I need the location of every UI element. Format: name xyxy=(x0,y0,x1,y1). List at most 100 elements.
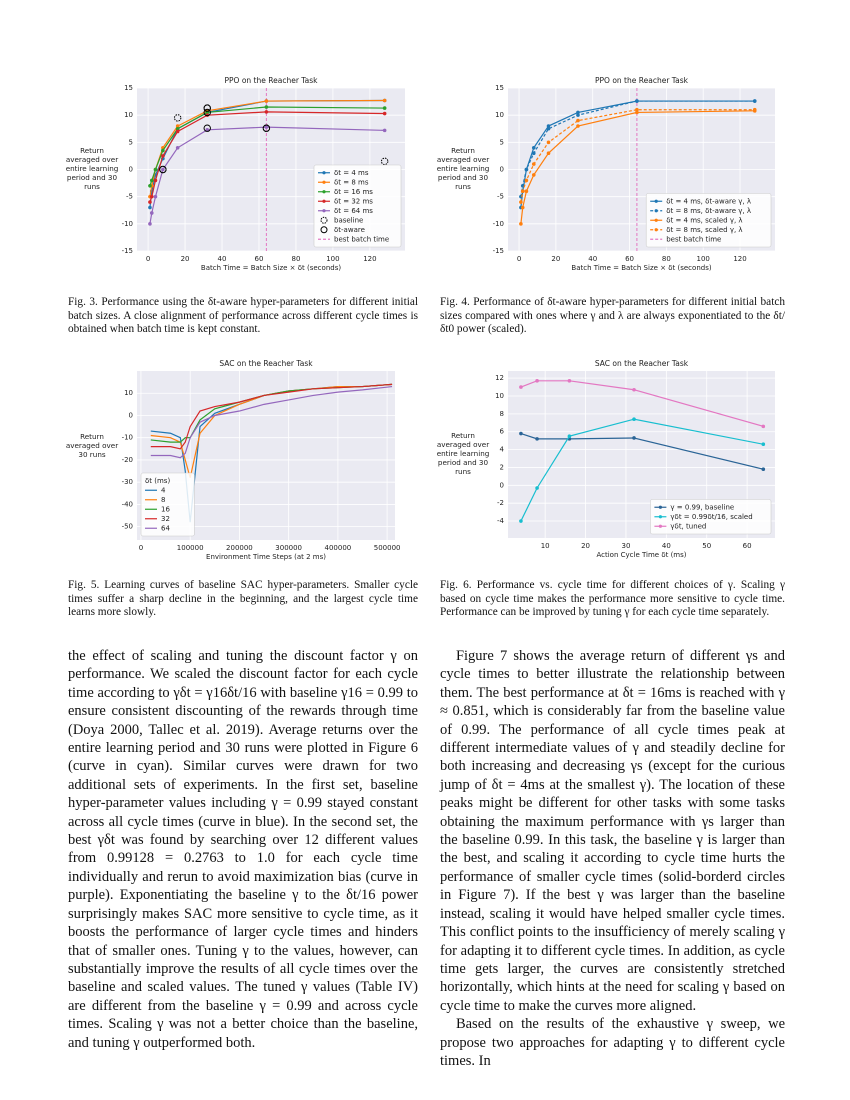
y-tick-label: 15 xyxy=(124,84,133,92)
data-point xyxy=(567,434,572,438)
legend-label: δt-aware xyxy=(334,226,365,234)
data-point xyxy=(382,106,387,110)
legend-box xyxy=(313,164,402,248)
x-tick-label: 80 xyxy=(662,255,671,263)
legend-swatch xyxy=(322,180,326,184)
data-point xyxy=(519,431,523,436)
series-line xyxy=(520,109,755,203)
highlight-point xyxy=(203,104,211,112)
highlight-point xyxy=(203,108,211,117)
caption: Fig. 5. Learning curves of baseline SAC … xyxy=(68,579,418,619)
x-tick-label: 30 xyxy=(621,542,630,550)
x-tick-label: 50 xyxy=(702,542,711,550)
data-point xyxy=(148,200,152,204)
x-tick-label: 80 xyxy=(291,255,300,263)
data-point xyxy=(382,111,387,116)
data-point xyxy=(635,110,639,115)
y-tick-label: 5 xyxy=(500,138,504,146)
y-tick-label: 4 xyxy=(500,446,505,454)
legend-label: 16 xyxy=(161,505,170,513)
data-point xyxy=(752,107,757,112)
data-point xyxy=(148,222,152,226)
legend-swatch xyxy=(322,199,326,203)
legend-label: 64 xyxy=(161,524,170,532)
data-point xyxy=(520,189,525,194)
legend-swatch xyxy=(654,199,658,203)
y-tick-label: -10 xyxy=(493,220,504,228)
legend-label: δt = 8 ms, scaled γ, λ xyxy=(666,226,742,234)
legend-label: 8 xyxy=(161,496,165,504)
y-tick-label: -4 xyxy=(497,517,505,525)
x-tick-label: 20 xyxy=(181,255,190,263)
data-point xyxy=(635,107,639,112)
chart-title: SAC on the Reacher Task xyxy=(219,359,313,368)
data-point xyxy=(153,194,158,199)
legend-swatch xyxy=(658,515,663,519)
legend-label: δt = 4 ms, δt-aware γ, λ xyxy=(666,197,751,205)
x-tick-label: 120 xyxy=(363,255,376,263)
x-tick-label: 60 xyxy=(743,542,752,550)
series-line xyxy=(149,111,385,203)
highlight-point xyxy=(262,124,271,132)
data-point xyxy=(175,124,180,128)
y-tick-label: -2 xyxy=(497,499,504,507)
legend-swatch xyxy=(654,228,658,232)
text-column: the effect of scaling and tuning the dis… xyxy=(68,647,418,1052)
y-tick-label: 2 xyxy=(500,463,504,471)
x-tick-label: 40 xyxy=(588,255,597,263)
data-point xyxy=(149,211,154,215)
y-tick-label: -5 xyxy=(497,193,504,201)
data-point xyxy=(264,125,269,129)
x-tick-label: 100 xyxy=(696,255,709,263)
data-point xyxy=(148,205,152,210)
data-point xyxy=(576,113,580,117)
legend-swatch xyxy=(322,190,326,194)
text-column: Figure 7 shows the average return of dif… xyxy=(440,647,785,1070)
data-point xyxy=(632,436,636,440)
y-tick-label: 15 xyxy=(495,84,504,92)
y-tick-label: 10 xyxy=(495,392,504,400)
legend-label: 32 xyxy=(161,515,170,523)
y-tick-label: 5 xyxy=(129,138,133,146)
data-point xyxy=(576,110,580,115)
series-line xyxy=(149,99,385,197)
legend-swatch xyxy=(658,524,663,528)
y-tick-label: 0 xyxy=(500,481,504,489)
x-tick-label: 20 xyxy=(581,542,590,550)
legend-label: δt = 32 ms xyxy=(334,197,373,205)
data-point xyxy=(519,385,523,389)
data-point xyxy=(535,437,539,441)
data-point xyxy=(519,200,523,204)
legend-box xyxy=(650,499,772,535)
y-tick-label: 0 xyxy=(129,166,133,174)
legend-swatch xyxy=(658,505,663,509)
data-point xyxy=(148,184,152,188)
data-point xyxy=(632,417,636,422)
paragraph: Figure 7 shows the average return of dif… xyxy=(440,648,785,1014)
y-tick-label: -5 xyxy=(126,193,133,201)
data-point xyxy=(531,162,536,166)
data-point xyxy=(576,118,580,123)
caption: Fig. 4. Performance of δt-aware hyper-pa… xyxy=(440,296,785,336)
legend-box xyxy=(140,472,195,537)
chart-title: PPO on the Reacher Task xyxy=(225,76,319,85)
y-axis-label: Return averaged over entire learning per… xyxy=(436,430,490,476)
legend-swatch xyxy=(322,171,326,175)
legend-label: best batch time xyxy=(666,235,721,243)
y-tick-label: 12 xyxy=(495,374,504,382)
data-point xyxy=(524,178,529,183)
legend-label: baseline xyxy=(334,216,363,224)
chart-title: SAC on the Reacher Task xyxy=(595,359,689,368)
data-point xyxy=(153,167,158,172)
data-point xyxy=(524,167,529,172)
data-point xyxy=(205,128,210,132)
legend-label: δt = 8 ms xyxy=(334,178,369,186)
data-point xyxy=(519,519,523,523)
data-point xyxy=(149,194,154,199)
legend-label: γδt = 0.99δt/16, scaled xyxy=(670,513,752,521)
legend-swatch xyxy=(654,218,658,222)
data-point xyxy=(761,442,766,447)
data-point xyxy=(175,129,180,134)
y-tick-label: -10 xyxy=(122,434,133,442)
